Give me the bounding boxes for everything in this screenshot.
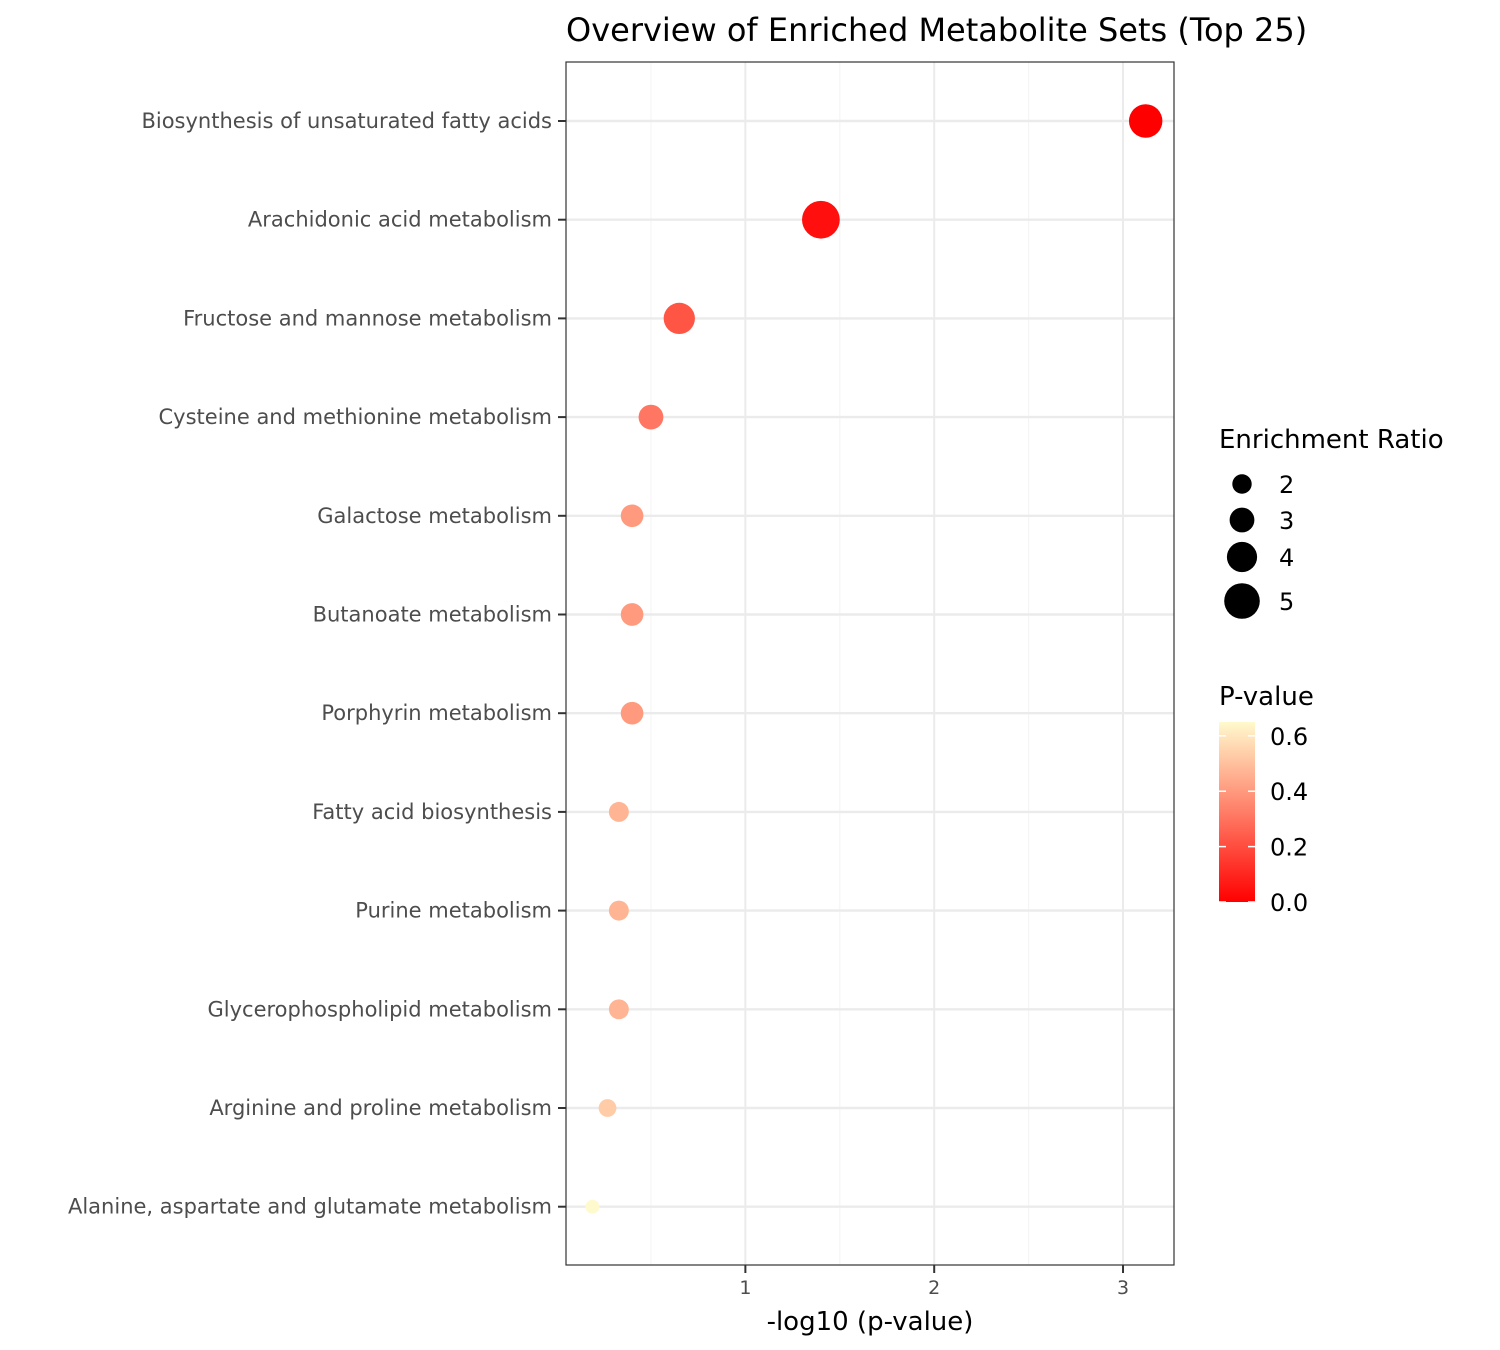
x-tick-label: 3 xyxy=(1117,1277,1129,1299)
y-tick-label: Porphyrin metabolism xyxy=(321,701,552,725)
colorbar-label: 0.6 xyxy=(1270,723,1308,751)
y-tick-label: Biosynthesis of unsaturated fatty acids xyxy=(141,109,552,133)
grid xyxy=(566,62,1174,1265)
y-tick-label: Butanoate metabolism xyxy=(313,603,552,627)
y-tick-label: Galactose metabolism xyxy=(317,504,552,528)
data-point xyxy=(608,999,629,1020)
data-point xyxy=(620,701,644,725)
legend-size-dot xyxy=(1229,507,1255,533)
data-points xyxy=(585,104,1163,1214)
x-tick-label: 1 xyxy=(739,1277,751,1299)
data-point xyxy=(620,603,644,626)
legend-p-value: P-value 0.0 0.2 0.4 0.6 xyxy=(1219,682,1314,917)
y-tick-label: Purine metabolism xyxy=(355,899,552,923)
data-point xyxy=(638,404,664,430)
legend-enrichment-ratio: Enrichment Ratio 2 3 4 5 xyxy=(1219,425,1444,619)
y-tick-label: Arachidonic acid metabolism xyxy=(248,208,552,232)
legend-size-dot xyxy=(1226,541,1258,573)
y-tick-label: Cysteine and methionine metabolism xyxy=(159,405,552,429)
data-point xyxy=(663,302,695,335)
data-point xyxy=(620,504,644,528)
plot-panel-border xyxy=(565,61,1175,1266)
chart-title: Overview of Enriched Metabolite Sets (To… xyxy=(566,11,1307,49)
legend-size-label: 3 xyxy=(1279,507,1294,535)
legend-size-label: 4 xyxy=(1279,544,1294,572)
y-tick-label: Fructose and mannose metabolism xyxy=(183,306,552,330)
y-tick-label: Glycerophospholipid metabolism xyxy=(207,997,552,1021)
data-point xyxy=(608,801,629,822)
data-point xyxy=(585,1199,600,1214)
colorbar-label: 0.0 xyxy=(1270,889,1308,917)
y-axis-categories: Biosynthesis of unsaturated fatty acids A… xyxy=(68,109,566,1219)
data-point xyxy=(1128,104,1163,138)
legend-size-dot xyxy=(1224,583,1260,619)
x-axis-title: -log10 (p-value) xyxy=(767,1307,974,1337)
y-tick-label: Fatty acid biosynthesis xyxy=(312,800,552,824)
legend-color-title: P-value xyxy=(1219,682,1314,712)
x-axis-ticks: 1 2 3 xyxy=(739,1265,1129,1299)
legend-size-dot xyxy=(1232,474,1252,494)
color-bar xyxy=(1219,722,1255,902)
data-point xyxy=(802,200,840,239)
legend-size-title: Enrichment Ratio xyxy=(1219,425,1444,455)
legend-size-label: 5 xyxy=(1279,588,1294,616)
x-tick-label: 2 xyxy=(928,1277,940,1299)
y-tick-label: Arginine and proline metabolism xyxy=(209,1096,552,1120)
y-tick-label: Alanine, aspartate and glutamate metabol… xyxy=(68,1195,552,1219)
colorbar-label: 0.2 xyxy=(1270,834,1308,862)
data-point xyxy=(598,1099,617,1117)
data-point xyxy=(608,900,629,921)
colorbar-label: 0.4 xyxy=(1270,778,1308,806)
legend-size-label: 2 xyxy=(1279,471,1294,499)
